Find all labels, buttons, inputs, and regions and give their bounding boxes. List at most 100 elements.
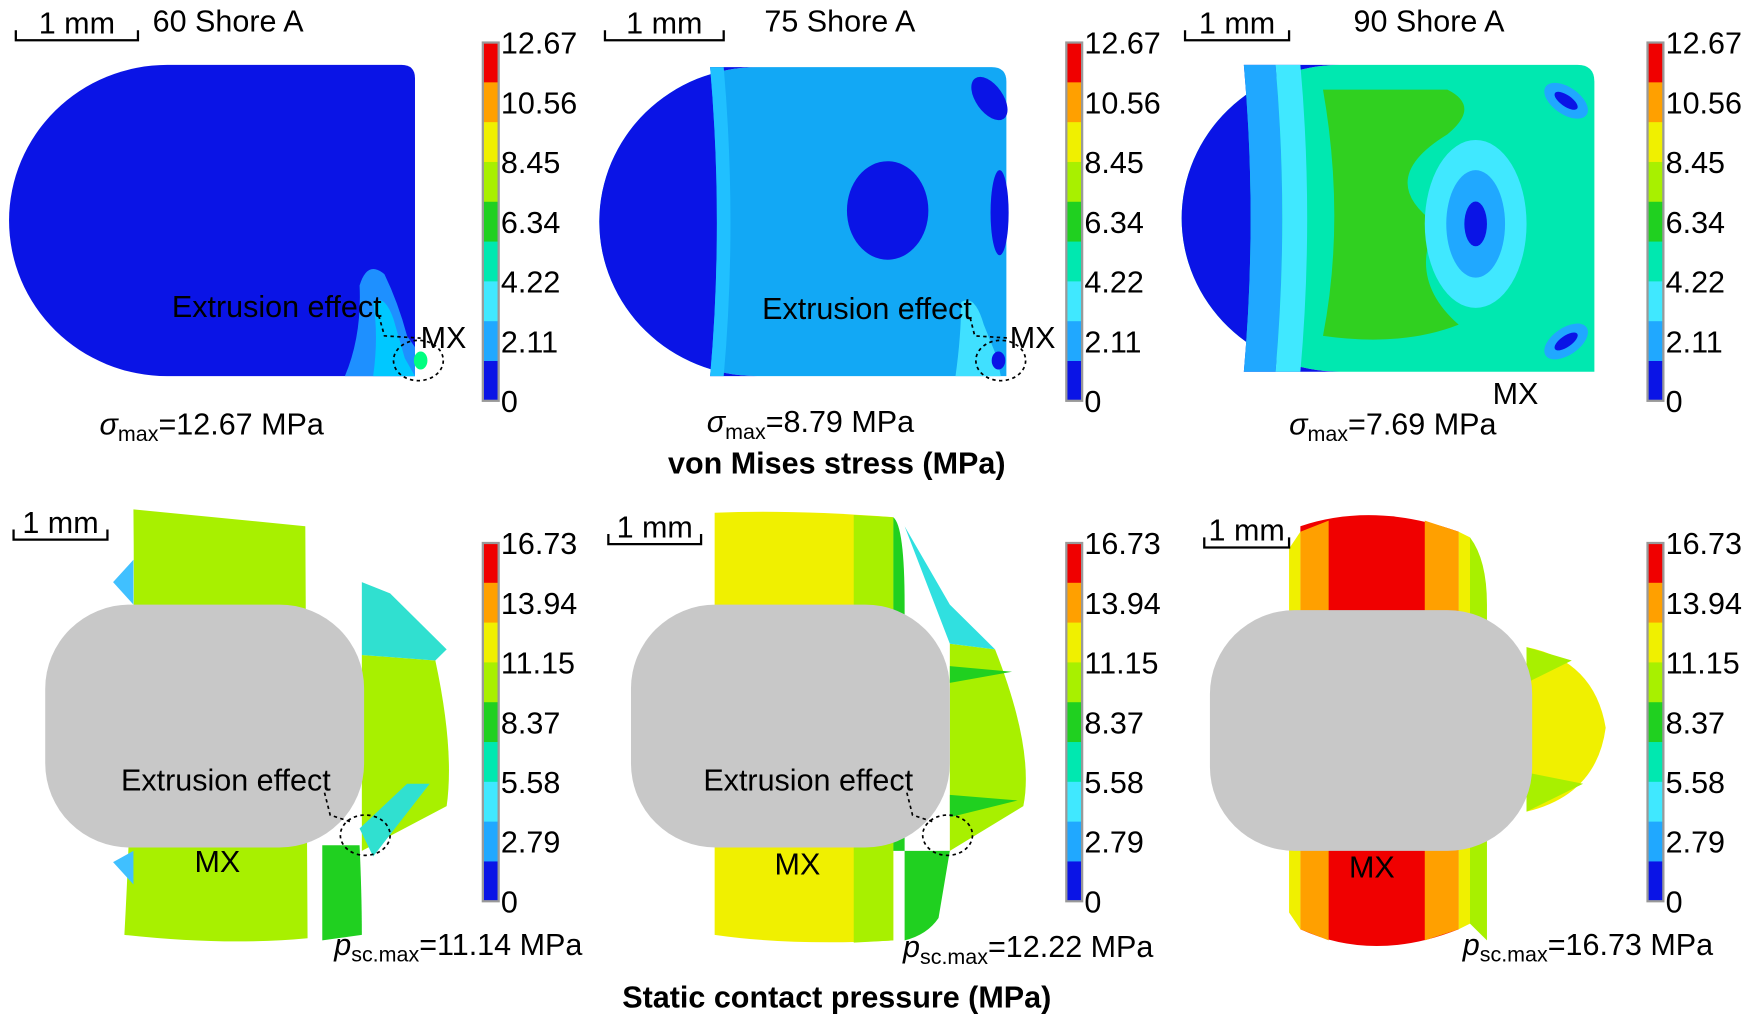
max-subscript: sc.max bbox=[351, 943, 419, 967]
colorbar-segment bbox=[483, 82, 499, 122]
colorbar-tick-label: 13.94 bbox=[501, 588, 577, 621]
colorbar-segment bbox=[1066, 321, 1082, 361]
colorbar-tick-label: 12.67 bbox=[501, 28, 577, 61]
colorbar-tick-label: 0 bbox=[1084, 887, 1101, 920]
colorbar-segment bbox=[483, 702, 499, 742]
colorbar-tick-label: 4.22 bbox=[1084, 267, 1143, 300]
colorbar-tick-label: 2.79 bbox=[501, 827, 560, 860]
max-symbol: p bbox=[333, 929, 351, 962]
annotation: Extrusion effect bbox=[121, 765, 331, 798]
row-caption: von Mises stress (MPa) bbox=[668, 448, 1005, 481]
colorbar-segment bbox=[1066, 861, 1082, 901]
colorbar-tick-label: 0 bbox=[1666, 887, 1683, 920]
colorbar-tick-label: 10.56 bbox=[501, 88, 577, 121]
colorbar-segment bbox=[1648, 702, 1664, 742]
colorbar-tick-label: 8.37 bbox=[501, 707, 560, 740]
colorbar-segment bbox=[1066, 122, 1082, 162]
max-symbol: σ bbox=[1289, 409, 1309, 442]
colorbar-tick-label: 2.79 bbox=[1666, 827, 1725, 860]
colorbar-segment bbox=[1066, 583, 1082, 623]
annotation: Extrusion effect bbox=[172, 291, 382, 324]
colorbar-tick-label: 8.37 bbox=[1666, 707, 1725, 740]
annotation: Extrusion effect bbox=[762, 293, 972, 326]
colorbar-segment bbox=[1648, 122, 1664, 162]
colorbar-tick-label: 6.34 bbox=[1666, 207, 1725, 240]
max-subscript: sc.max bbox=[920, 945, 988, 969]
contour-90A-pressure bbox=[1210, 515, 1606, 946]
colorbar-tick-label: 6.34 bbox=[1084, 207, 1143, 240]
colorbar-segment bbox=[1648, 361, 1664, 401]
contour-90A-stress bbox=[1182, 65, 1595, 372]
colorbar-segment bbox=[1066, 702, 1082, 742]
colorbar-segment bbox=[1066, 281, 1082, 321]
colorbar-tick-label: 10.56 bbox=[1084, 88, 1160, 121]
colorbar-segment bbox=[483, 861, 499, 901]
colorbar-segment bbox=[1648, 662, 1664, 702]
colorbar-segment bbox=[483, 742, 499, 782]
colorbar-tick-label: 16.73 bbox=[501, 528, 577, 561]
max-subscript: sc.max bbox=[1480, 943, 1548, 967]
colorbar-tick-label: 6.34 bbox=[501, 207, 560, 240]
colorbar-tick-label: 4.22 bbox=[1666, 267, 1725, 300]
colorbar-segment bbox=[483, 623, 499, 663]
max-value: =16.73 MPa bbox=[1548, 929, 1713, 962]
max-value: =11.14 MPa bbox=[419, 929, 582, 962]
panel-label: 60 Shore A bbox=[153, 5, 305, 38]
annotation: Extrusion effect bbox=[703, 765, 913, 798]
contour-60A-pressure bbox=[45, 509, 449, 941]
colorbar-tick-label: 5.58 bbox=[501, 767, 560, 800]
colorbar-tick-label: 0 bbox=[1084, 386, 1101, 419]
max-symbol: p bbox=[902, 931, 920, 964]
colorbar-tick-label: 0 bbox=[501, 386, 518, 419]
colorbar-tick-label: 16.73 bbox=[1084, 528, 1160, 561]
colorbar-segment bbox=[1648, 281, 1664, 321]
row-caption: Static contact pressure (MPa) bbox=[622, 982, 1051, 1015]
colorbar-tick-label: 11.15 bbox=[1666, 648, 1740, 681]
max-symbol: σ bbox=[707, 406, 727, 439]
colorbar-segment bbox=[1066, 623, 1082, 663]
marker-label: MX bbox=[775, 849, 821, 882]
max-subscript: max bbox=[1307, 422, 1348, 446]
colorbar-segment bbox=[1066, 82, 1082, 122]
colorbar-segment bbox=[483, 281, 499, 321]
colorbar-tick-label: 12.67 bbox=[1666, 28, 1742, 61]
colorbar-segment bbox=[1648, 583, 1664, 623]
max-symbol: σ bbox=[100, 409, 120, 442]
colorbar-tick-label: 2.11 bbox=[1084, 326, 1141, 359]
colorbar-segment bbox=[1066, 662, 1082, 702]
marker-label: MX bbox=[1349, 852, 1395, 885]
colorbar-segment bbox=[1066, 782, 1082, 822]
colorbar-segment bbox=[1066, 162, 1082, 202]
colorbar-tick-label: 11.15 bbox=[501, 648, 575, 681]
max-subscript: max bbox=[725, 420, 766, 444]
colorbar-segment bbox=[483, 202, 499, 242]
colorbar-segment bbox=[1066, 361, 1082, 401]
colorbar-segment bbox=[1648, 321, 1664, 361]
colorbar-segment bbox=[1648, 43, 1664, 83]
colorbar-tick-label: 11.15 bbox=[1084, 648, 1158, 681]
colorbar-segment bbox=[483, 162, 499, 202]
contour-75A-stress bbox=[599, 67, 1014, 376]
max-symbol: p bbox=[1462, 929, 1480, 962]
colorbar-segment bbox=[483, 122, 499, 162]
colorbar-segment bbox=[1066, 43, 1082, 83]
colorbar-segment bbox=[1648, 543, 1664, 583]
colorbar-segment bbox=[483, 583, 499, 623]
colorbar-segment bbox=[1648, 742, 1664, 782]
colorbar-segment bbox=[1648, 623, 1664, 663]
colorbar-tick-label: 0 bbox=[501, 887, 518, 920]
colorbar-segment bbox=[1648, 861, 1664, 901]
colorbar-tick-label: 5.58 bbox=[1084, 767, 1143, 800]
colorbar-tick-label: 8.37 bbox=[1084, 707, 1143, 740]
colorbar-segment bbox=[1648, 162, 1664, 202]
max-value: =7.69 MPa bbox=[1348, 409, 1497, 442]
colorbar-tick-label: 5.58 bbox=[1666, 767, 1725, 800]
colorbar-segment bbox=[1066, 543, 1082, 583]
colorbar-segment bbox=[1066, 742, 1082, 782]
max-value: =12.67 MPa bbox=[158, 409, 323, 442]
colorbar-segment bbox=[483, 543, 499, 583]
colorbar-tick-label: 16.73 bbox=[1666, 528, 1742, 561]
scale-bar-label: 1 mm bbox=[39, 8, 115, 41]
marker-label: MX bbox=[1493, 378, 1539, 411]
max-subscript: max bbox=[118, 422, 159, 446]
